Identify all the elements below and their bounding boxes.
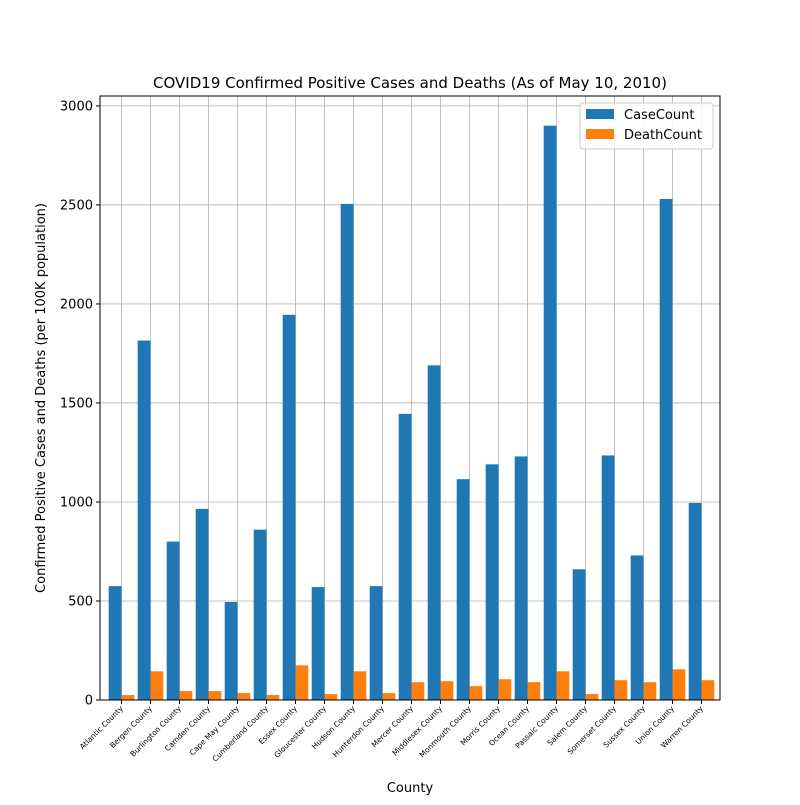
deathcount-bar [121, 695, 135, 700]
deathcount-bar [208, 691, 222, 700]
deathcount-bar [179, 691, 193, 700]
legend-label-deathcount: DeathCount [624, 128, 702, 143]
casecount-bar [427, 365, 441, 700]
deathcount-bar [382, 693, 396, 700]
casecount-bar [630, 555, 644, 700]
deathcount-bar [498, 679, 512, 700]
casecount-bar [137, 340, 151, 700]
deathcount-bar [411, 682, 425, 700]
casecount-bar [514, 456, 528, 700]
casecount-bar [340, 203, 354, 701]
casecount-bar [398, 413, 412, 700]
legend-swatch-deathcount [586, 129, 614, 139]
deathcount-bar [353, 671, 367, 700]
deathcount-bar [672, 669, 686, 700]
legend-label-casecount: CaseCount [624, 108, 694, 123]
casecount-bar [253, 529, 267, 700]
deathcount-bar [585, 694, 599, 700]
deathcount-bar [324, 694, 338, 700]
casecount-bar [601, 455, 615, 700]
y-tick-label: 3000 [60, 99, 93, 114]
x-tick-label: Gloucester County [272, 704, 328, 760]
x-tick-label: Monmouth County [418, 704, 474, 760]
casecount-bar [572, 569, 586, 700]
chart-title: COVID19 Confirmed Positive Cases and Dea… [153, 74, 667, 92]
y-axis: 0 500 1000 1500 2000 2500 3000 [60, 99, 100, 709]
y-tick-label: 1500 [60, 396, 93, 411]
deathcount-bar [469, 686, 483, 700]
casecount-bar [166, 541, 180, 700]
casecount-bar [282, 314, 296, 700]
casecount-bar [659, 198, 673, 700]
casecount-bar [456, 479, 470, 700]
x-tick-label: Hunterdon County [331, 704, 386, 759]
deathcount-bar [237, 693, 251, 700]
x-tick-label: Somerset County [566, 704, 619, 757]
plot-frame [99, 95, 721, 701]
casecount-bar [108, 586, 122, 700]
deathcount-bar [295, 665, 309, 700]
x-tick-label: Burlington County [128, 704, 183, 759]
casecount-bar [688, 502, 702, 700]
deathcount-bar [556, 671, 570, 700]
x-tick-label: Cumberland County [210, 704, 270, 764]
x-tick-label: Cape May County [188, 704, 242, 758]
deathcount-bar [614, 680, 628, 700]
deathcount-bar [150, 671, 164, 700]
casecount-bar [224, 601, 238, 700]
casecount-bar [311, 587, 325, 700]
x-axis-label: County [387, 781, 434, 796]
x-tick-label: Middlesex County [390, 704, 444, 758]
bars-layer [108, 125, 715, 701]
casecount-bar [195, 508, 209, 700]
casecount-bar [485, 464, 499, 700]
legend: CaseCount DeathCount [579, 102, 714, 150]
casecount-bar [543, 125, 557, 701]
casecount-bar [369, 586, 383, 700]
y-tick-label: 2000 [60, 297, 93, 312]
y-tick-label: 1000 [60, 495, 93, 510]
y-axis-label: Confirmed Positive Cases and Deaths (per… [34, 203, 49, 593]
y-tick-label: 0 [85, 694, 93, 709]
deathcount-bar [266, 695, 280, 700]
y-tick-label: 2500 [60, 198, 93, 213]
deathcount-bar [643, 682, 657, 700]
deathcount-bar [527, 682, 541, 700]
deathcount-bar [701, 680, 715, 700]
legend-swatch-casecount [586, 109, 614, 119]
deathcount-bar [440, 681, 454, 700]
y-tick-label: 500 [68, 594, 93, 609]
